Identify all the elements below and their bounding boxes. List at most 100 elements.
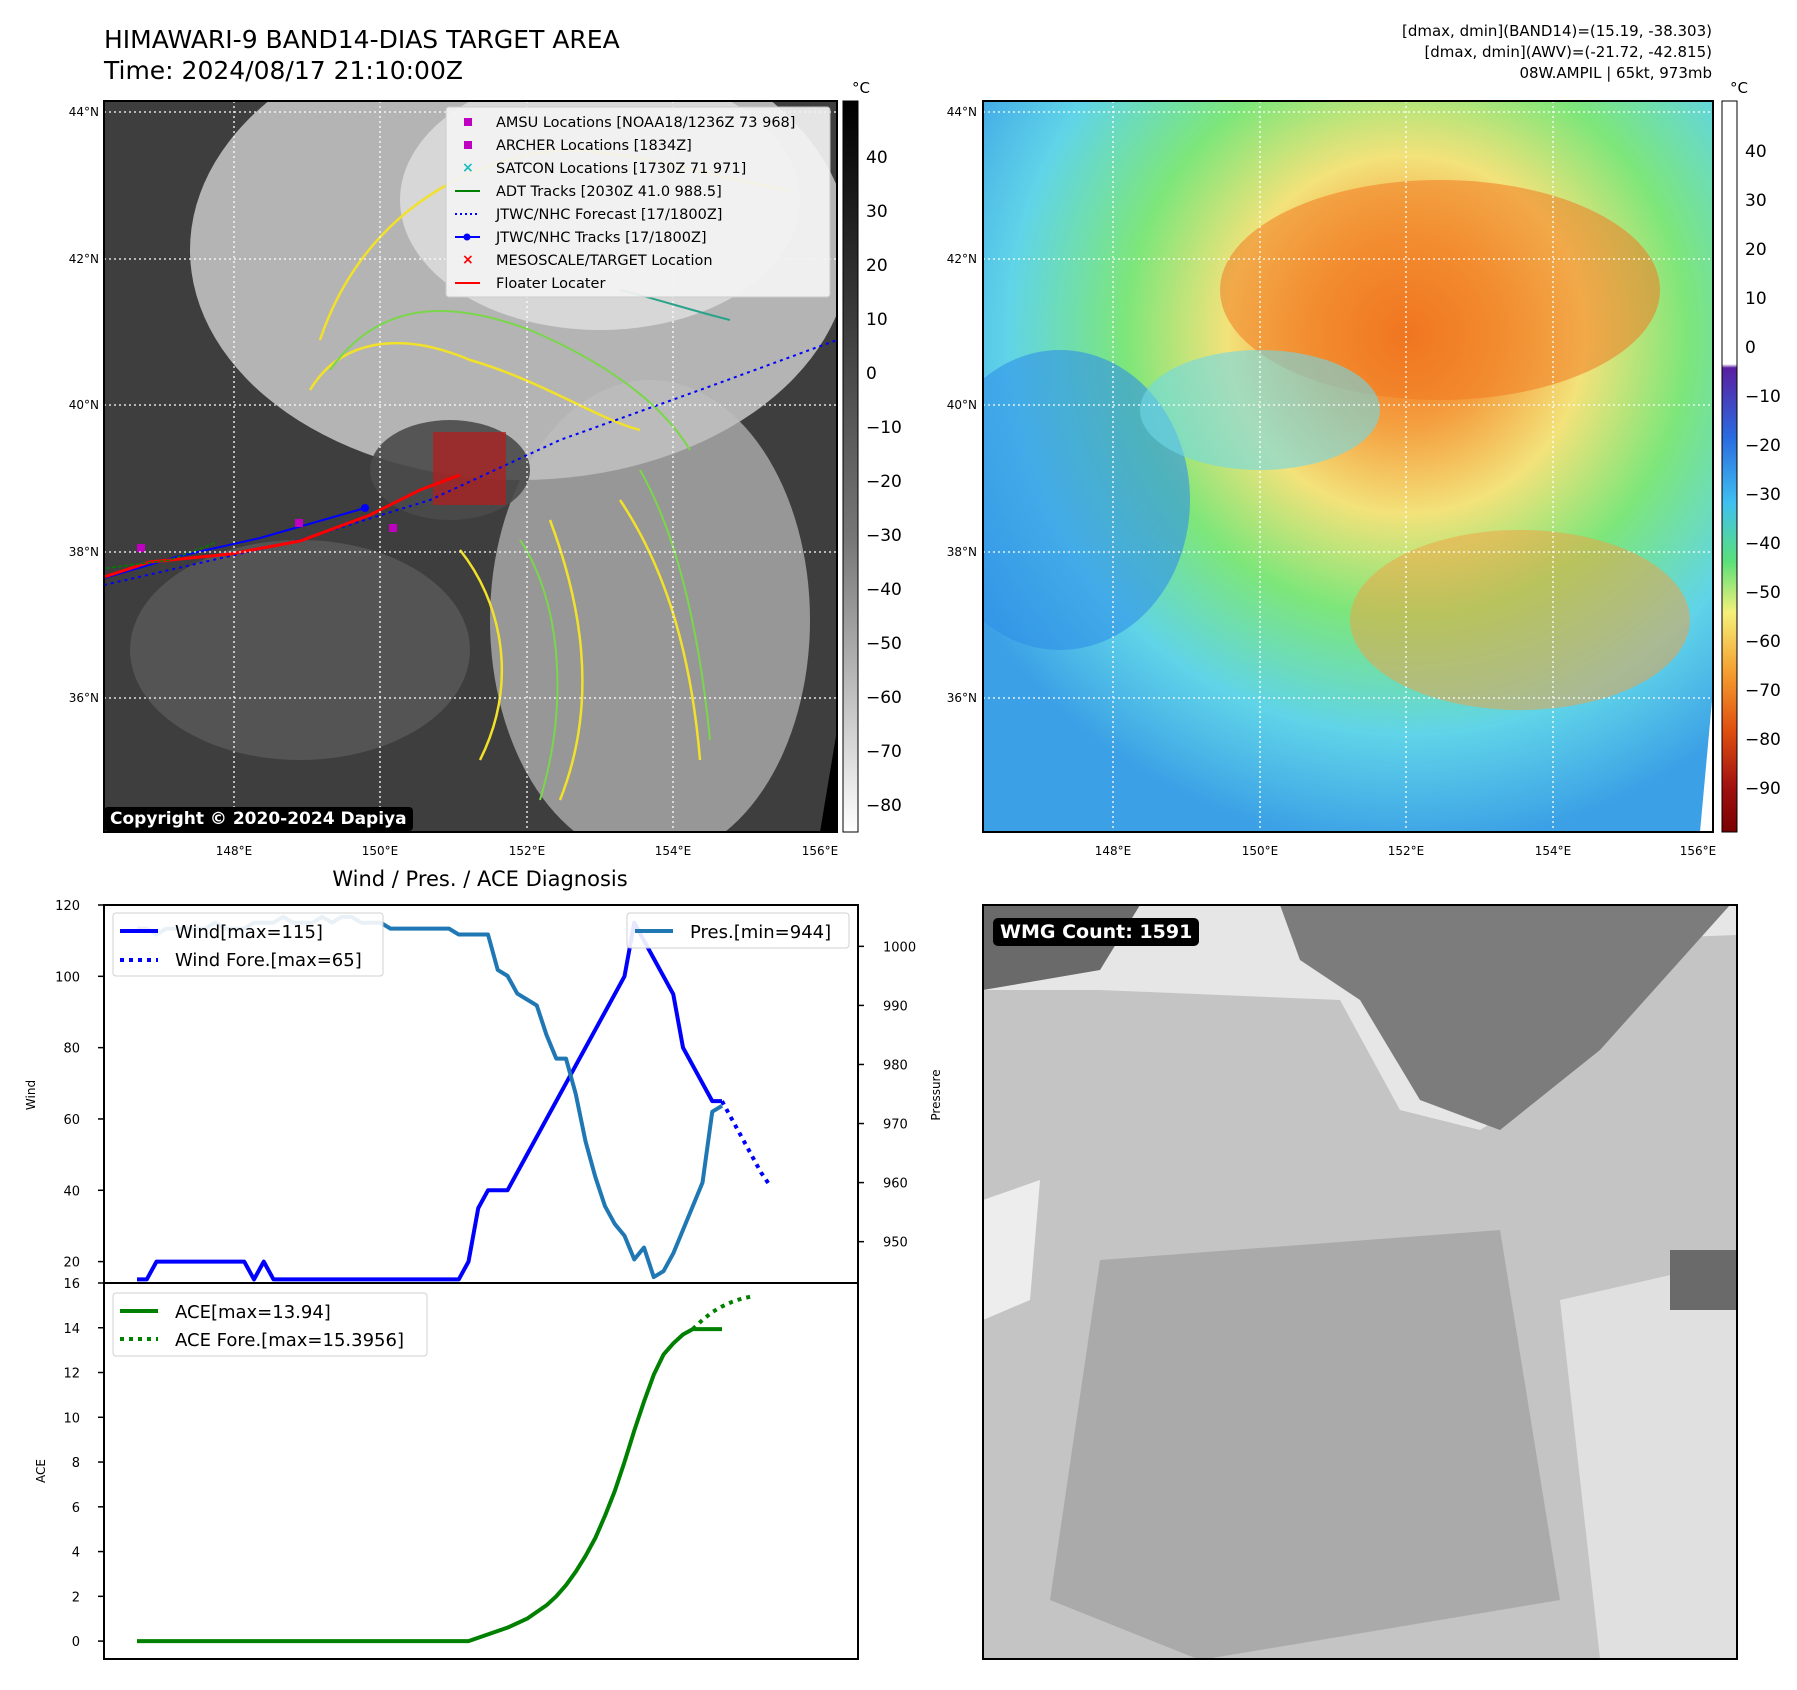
legend-marker (464, 118, 472, 126)
archer-location (295, 519, 303, 527)
copyright-badge: Copyright © 2020-2024 Dapiya (104, 807, 413, 831)
wv-colorbar-unit: °C (1730, 79, 1748, 97)
forecast-track (104, 339, 837, 586)
wv-colorbar-tick: −30 (1745, 485, 1781, 505)
amsu-location (389, 524, 397, 532)
ace-tick-label: 8 (72, 1456, 80, 1471)
ir-lat-label: 36°N (69, 691, 99, 705)
wind-tick-label: 100 (55, 970, 80, 985)
wind-tick-label: 60 (63, 1113, 80, 1128)
wv-colorbar-tick: −50 (1745, 583, 1781, 603)
wind-legend: Wind[max=115] Wind Fore.[max=65] (112, 912, 384, 977)
ir-lon-label: 154°E (655, 844, 692, 858)
legend-label: Pres.[min=944] (690, 922, 831, 943)
legend-label: Floater Locater (496, 276, 605, 292)
wv-colorbar (1721, 100, 1738, 833)
ir-colorbar-unit: °C (852, 79, 870, 97)
pressure-tick-label: 1000 (883, 940, 916, 955)
ir-colorbar (842, 100, 859, 833)
legend-marker: × (462, 160, 474, 176)
ir-lat-label: 40°N (69, 398, 99, 412)
ir-colorbar-tick: −70 (866, 742, 902, 762)
ir-lon-label: 150°E (362, 844, 399, 858)
diagnosis-title: Wind / Pres. / ACE Diagnosis (332, 867, 627, 891)
wv-colorbar-tick: −10 (1745, 387, 1781, 407)
legend-label: Wind Fore.[max=65] (175, 950, 362, 971)
wv-colorbar-tick: −70 (1745, 681, 1781, 701)
wv-lat-label: 40°N (947, 398, 977, 412)
wv-colorbar-tick: −80 (1745, 730, 1781, 750)
ir-colorbar-tick: −40 (866, 580, 902, 600)
wv-colorbar-tick: −90 (1745, 779, 1781, 799)
wv-colorbar-tick: 40 (1745, 142, 1767, 162)
wv-lat-label: 38°N (947, 545, 977, 559)
legend-label: Wind[max=115] (175, 922, 323, 943)
series-line (137, 1327, 722, 1644)
ace-tick-label: 0 (72, 1635, 80, 1650)
chart-title: HIMAWARI-9 BAND14-DIAS TARGET AREA (104, 25, 620, 54)
wind-tick-label: 120 (55, 899, 80, 914)
wv-lon-label: 154°E (1535, 844, 1572, 858)
series-line (691, 1294, 752, 1331)
legend-label: ARCHER Locations [1834Z] (496, 138, 692, 154)
wv-colorbar-tick: 20 (1745, 240, 1767, 260)
ace-tick-label: 12 (63, 1367, 80, 1382)
ace-axis-label: ACE (34, 1459, 48, 1483)
wv-colorbar-tick: −20 (1745, 436, 1781, 456)
pressure-tick-label: 970 (883, 1118, 908, 1133)
jtwc-track (104, 507, 366, 579)
ir-lon-label: 156°E (802, 844, 839, 858)
ace-tick-label: 16 (63, 1277, 80, 1292)
wv-lat-label: 42°N (947, 252, 977, 266)
chart-time: Time: 2024/08/17 21:10:00Z (104, 56, 463, 85)
wv-lat-label: 44°N (947, 105, 977, 119)
legend-label: ACE Fore.[max=15.3956] (175, 1330, 404, 1351)
adt-track (104, 542, 216, 570)
legend-marker (463, 233, 471, 241)
ace-tick-label: 14 (63, 1322, 80, 1337)
wv-map-image (983, 101, 1713, 832)
legend-label: AMSU Locations [NOAA18/1236Z 73 968] (496, 115, 795, 131)
ace-tick-label: 6 (72, 1501, 80, 1516)
wind-axis-label: Wind (24, 1080, 38, 1110)
wv-colorbar-tick: 0 (1745, 338, 1756, 358)
ir-colorbar-tick: −30 (866, 526, 902, 546)
legend-marker (464, 141, 472, 149)
amsu-location (137, 544, 145, 552)
awv-range: [dmax, dmin](AWV)=(-21.72, -42.815) (1424, 43, 1712, 61)
jtwc-track-point (361, 504, 369, 512)
pressure-tick-label: 990 (883, 999, 908, 1014)
wv-colorbar-tick: 30 (1745, 191, 1767, 211)
wind-pressure-plot-area (103, 904, 859, 1284)
band14-range: [dmax, dmin](BAND14)=(15.19, -38.303) (1401, 22, 1712, 40)
wv-lon-label: 156°E (1680, 844, 1717, 858)
target-area-box (433, 432, 506, 505)
wind-pressure-chart: 20 40 60 80 100 120 950 960 970 980 990 1000 (55, 899, 916, 1282)
ace-tick-label: 10 (63, 1411, 80, 1426)
ir-lat-label: 42°N (69, 252, 99, 266)
wmg-count-label: WMG Count: 1591 (993, 918, 1200, 946)
ir-colorbar-tick: −50 (866, 634, 902, 654)
legend-marker: × (462, 252, 474, 268)
legend-label: JTWC/NHC Tracks [17/1800Z] (495, 230, 707, 246)
wind-tick-label: 80 (63, 1042, 80, 1057)
pressure-tick-label: 950 (883, 1236, 908, 1251)
ir-colorbar-tick: 20 (866, 256, 888, 276)
legend-label: SATCON Locations [1730Z 71 971] (496, 161, 746, 177)
ir-lat-label: 44°N (69, 105, 99, 119)
wv-colorbar-tick: 10 (1745, 289, 1767, 309)
wind-tick-label: 40 (63, 1184, 80, 1199)
ir-colorbar-tick: 40 (866, 148, 888, 168)
ir-colorbar-tick: −20 (866, 472, 902, 492)
pressure-axis-label: Pressure (929, 1069, 943, 1120)
wv-colorbar-tick: −40 (1745, 534, 1781, 554)
ir-lon-label: 152°E (509, 844, 546, 858)
ir-lon-label: 148°E (216, 844, 253, 858)
storm-info: 08W.AMPIL | 65kt, 973mb (1519, 64, 1712, 82)
ir-colorbar-tick: −10 (866, 418, 902, 438)
ir-lat-label: 38°N (69, 545, 99, 559)
ace-tick-label: 2 (72, 1590, 80, 1605)
ir-colorbar-tick: 0 (866, 364, 877, 384)
ir-legend: × × AMSU Locations [NOAA18/1236Z 73 968]… (445, 106, 831, 298)
ir-colorbar-tick: −80 (866, 796, 902, 816)
